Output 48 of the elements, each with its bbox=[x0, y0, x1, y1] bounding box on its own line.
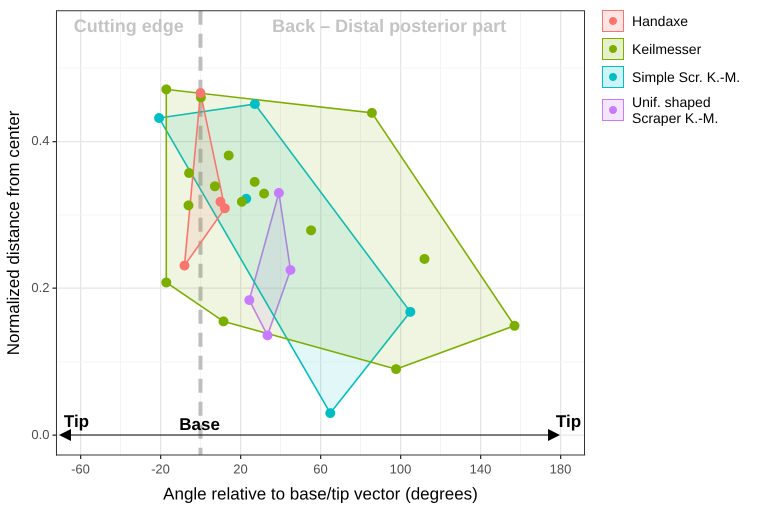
point bbox=[325, 408, 336, 418]
legend-label: Simple Scr. K.-M. bbox=[632, 69, 742, 85]
annotation: Tip bbox=[556, 412, 582, 431]
legend-label: Keilmesser bbox=[632, 41, 702, 57]
point bbox=[250, 176, 260, 187]
point bbox=[224, 150, 234, 160]
legend-label: Handaxe bbox=[632, 13, 690, 29]
x-tick-label: 100 bbox=[390, 461, 412, 476]
y-axis-title: Normalized distance from center bbox=[4, 110, 23, 356]
point bbox=[218, 316, 228, 326]
point bbox=[509, 320, 520, 331]
point bbox=[183, 200, 194, 210]
point bbox=[184, 168, 194, 178]
annotation: Back – Distal posterior part bbox=[272, 16, 506, 36]
point bbox=[244, 295, 254, 306]
point bbox=[236, 196, 247, 207]
point bbox=[306, 225, 316, 236]
y-tick-label: 0.0 bbox=[31, 426, 50, 442]
point bbox=[259, 188, 270, 199]
point bbox=[210, 181, 220, 192]
point bbox=[285, 264, 296, 275]
y-tick-label: 0.4 bbox=[31, 133, 50, 148]
x-tick-label: 140 bbox=[470, 461, 492, 476]
point bbox=[195, 88, 206, 98]
point bbox=[391, 364, 402, 374]
y-tick-label: 0.2 bbox=[31, 280, 50, 295]
point bbox=[250, 99, 260, 110]
point bbox=[220, 203, 230, 214]
x-tick-label: 60 bbox=[313, 461, 328, 476]
point bbox=[405, 306, 416, 317]
point bbox=[154, 112, 164, 123]
point bbox=[215, 196, 226, 207]
point bbox=[161, 84, 172, 94]
x-tick-label: 180 bbox=[550, 461, 572, 476]
annotation: Base bbox=[179, 414, 220, 434]
point bbox=[179, 260, 190, 271]
point bbox=[274, 188, 284, 198]
annotation: Cutting edge bbox=[74, 16, 184, 36]
x-tick-label: 20 bbox=[233, 461, 248, 476]
annotation: Tip bbox=[64, 412, 90, 431]
x-tick-label: -60 bbox=[71, 461, 90, 476]
point bbox=[262, 330, 272, 340]
point bbox=[161, 277, 172, 288]
legend-label: Unif. shaped Scraper K.-M. bbox=[632, 94, 720, 126]
x-axis-title: Angle relative to base/tip vector (degrees) bbox=[163, 484, 478, 504]
point bbox=[366, 108, 377, 118]
point bbox=[419, 254, 430, 264]
x-tick-label: -20 bbox=[151, 461, 170, 476]
